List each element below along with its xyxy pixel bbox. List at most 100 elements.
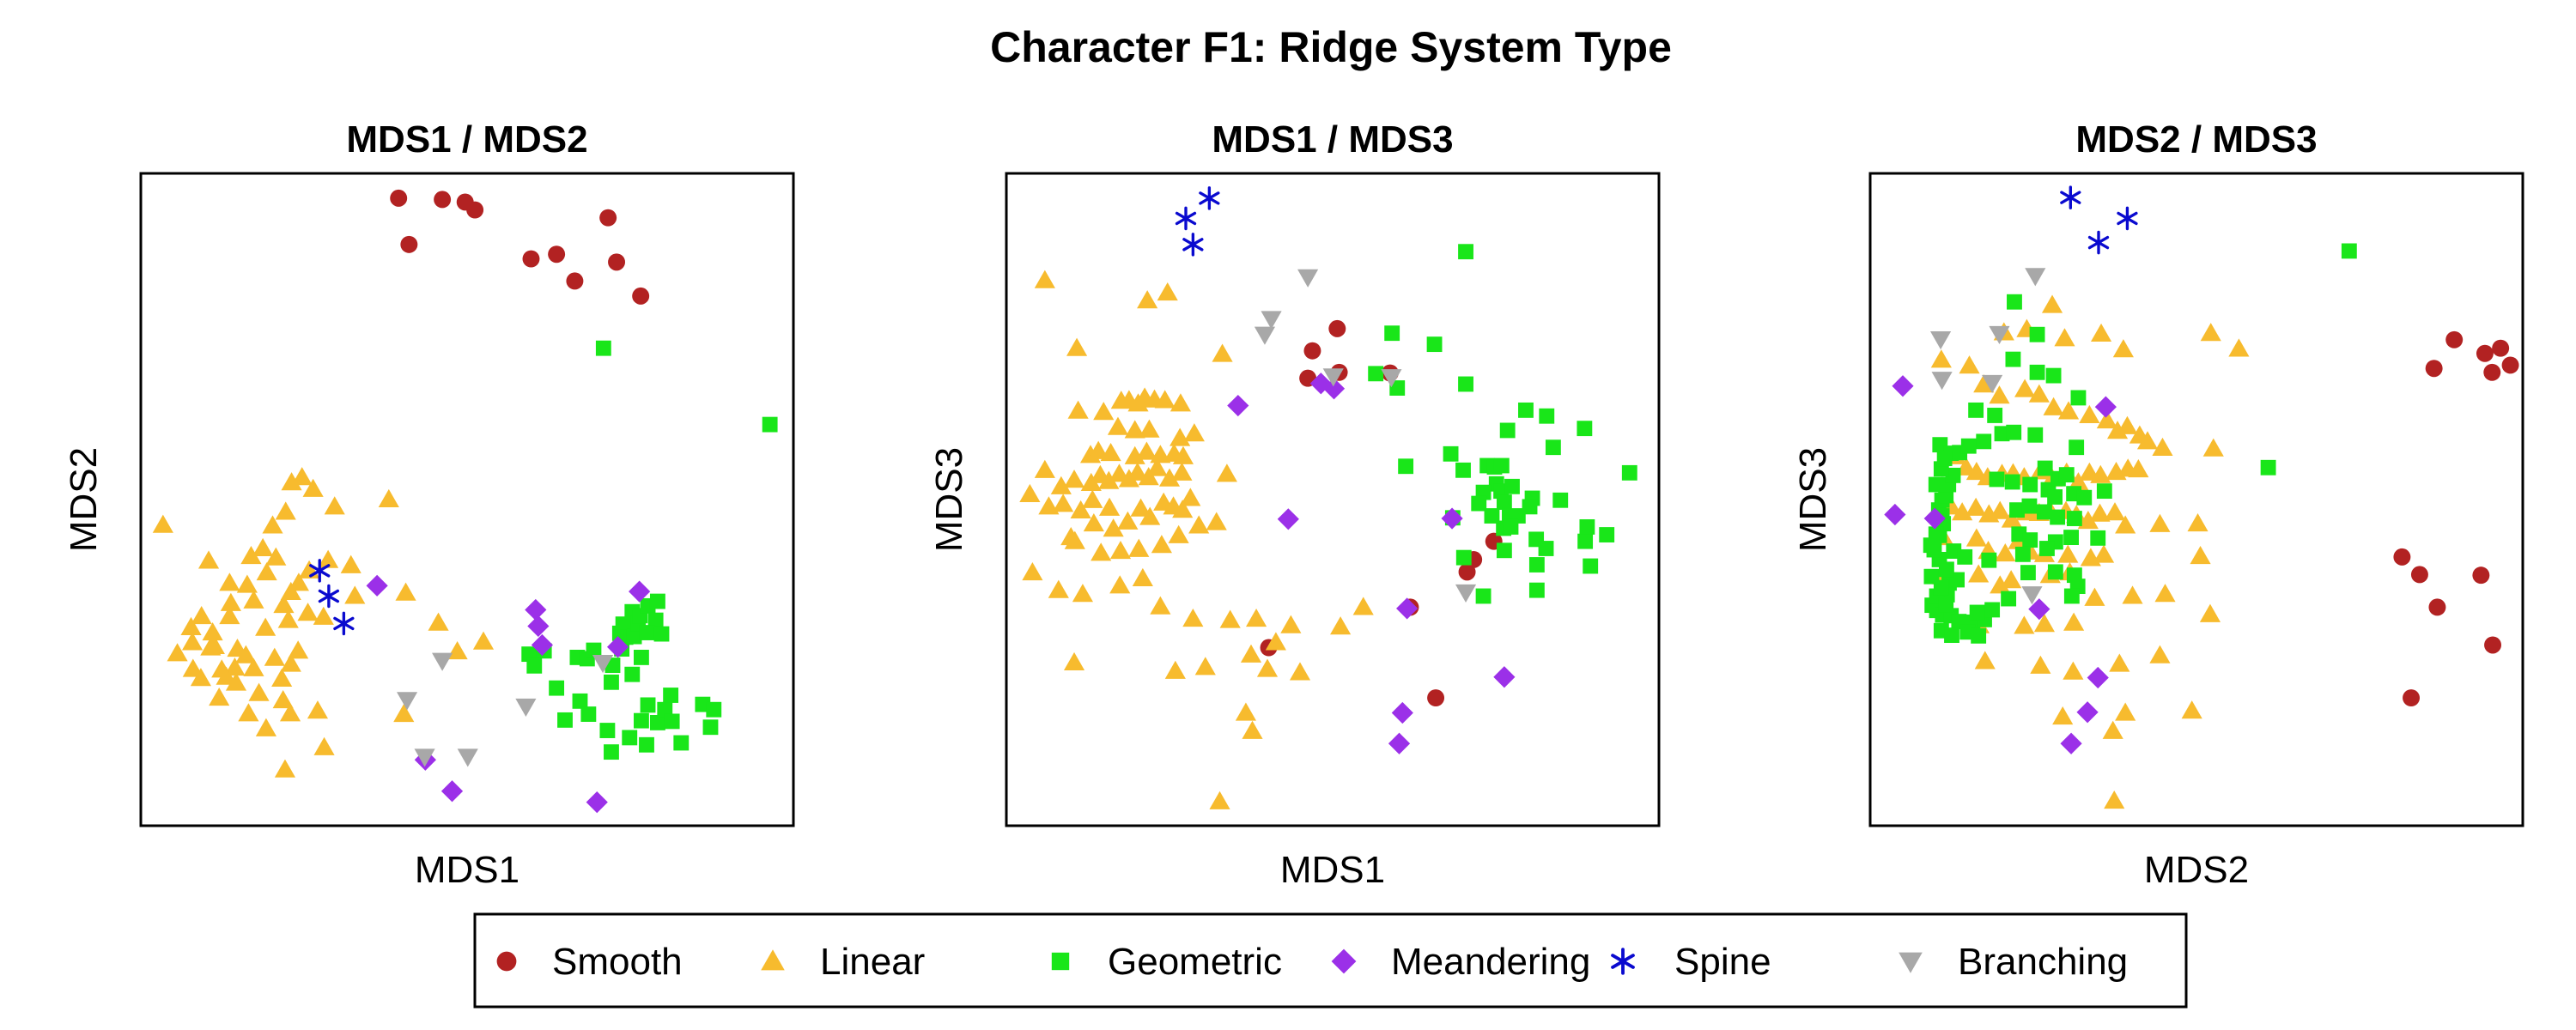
point-linear [1995, 543, 2016, 562]
legend-item-spine: Spine [1611, 941, 1771, 983]
point-linear [2014, 379, 2036, 397]
panel-3-series-geometric [1923, 243, 2357, 644]
point-linear [1063, 651, 1085, 671]
point-linear [280, 581, 301, 600]
point-spine [1182, 233, 1204, 257]
point-geometric [1945, 467, 1961, 483]
point-branching [1930, 330, 1952, 350]
panel-1-series-smooth [390, 189, 650, 305]
point-linear [248, 682, 270, 701]
point-smooth [608, 253, 626, 271]
point-geometric [595, 340, 611, 356]
point-geometric [2027, 427, 2044, 443]
point-linear [277, 609, 299, 628]
point-geometric [580, 706, 597, 722]
point-geometric [1458, 244, 1473, 260]
point-linear [1022, 562, 1043, 581]
point-linear [1180, 488, 1201, 506]
point-linear [219, 605, 240, 625]
point-smooth [2492, 339, 2510, 357]
point-geometric [2037, 460, 2053, 476]
point-linear [1170, 393, 1191, 412]
point-meandering [1884, 503, 1906, 526]
point-linear [1209, 791, 1230, 809]
point-meandering [2094, 396, 2117, 418]
point-linear [428, 612, 449, 631]
legend-item-meandering: Meandering [1331, 941, 1590, 983]
point-linear [1137, 290, 1158, 309]
point-linear [1019, 483, 1041, 502]
legend-marker-linear [761, 949, 785, 971]
point-linear [1990, 575, 2011, 594]
point-linear [1212, 343, 1233, 362]
point-linear [1138, 467, 1159, 486]
point-geometric [1443, 445, 1459, 462]
point-geometric [639, 625, 655, 640]
panel-2-series-spine [1175, 186, 1220, 257]
point-geometric [1471, 495, 1487, 512]
point-smooth [566, 272, 584, 290]
point-linear [1083, 513, 1104, 532]
point-meandering [1391, 701, 1413, 724]
point-meandering [1441, 507, 1463, 530]
point-geometric [2022, 532, 2038, 548]
point-linear [243, 657, 264, 676]
point-linear [1067, 400, 1089, 419]
point-spine [318, 584, 340, 609]
point-linear [1100, 442, 1121, 462]
panel-1: MDS1 / MDS2 MDS1 MDS2 [63, 118, 795, 891]
point-linear [2154, 584, 2176, 603]
point-geometric [1528, 557, 1545, 573]
point-smooth [466, 201, 484, 219]
point-linear [1183, 423, 1205, 442]
point-branching [1297, 269, 1319, 288]
panel-1-y-axis-label: MDS2 [63, 447, 105, 552]
point-linear [1107, 416, 1129, 435]
point-meandering [586, 791, 608, 814]
point-linear [1088, 440, 1109, 459]
point-linear [2117, 415, 2138, 434]
point-spine [309, 559, 331, 583]
point-branching [1261, 311, 1282, 330]
point-geometric [1957, 548, 1973, 565]
point-linear [243, 590, 264, 609]
point-linear [1256, 658, 1279, 677]
point-linear [1070, 500, 1091, 518]
point-geometric [2047, 489, 2063, 505]
point-linear [1955, 457, 1977, 476]
point-smooth [632, 287, 650, 305]
point-linear [2001, 570, 2022, 589]
point-geometric [1938, 597, 1954, 613]
point-geometric [1539, 408, 1555, 424]
point-linear [235, 645, 257, 663]
point-geometric [2005, 351, 2021, 367]
point-geometric [2036, 504, 2052, 520]
point-linear [302, 478, 324, 497]
panel-3-x-axis-label: MDS2 [2144, 849, 2249, 891]
point-geometric [2047, 564, 2063, 580]
point-geometric [1496, 494, 1512, 510]
point-linear [2041, 294, 2063, 313]
point-linear [190, 668, 211, 687]
point-linear [262, 515, 283, 534]
point-linear [1034, 270, 1055, 288]
point-branching [432, 652, 453, 671]
legend-item-branching: Branching [1899, 941, 2128, 983]
point-geometric [633, 712, 649, 729]
point-linear [2202, 438, 2224, 457]
point-linear [2199, 603, 2221, 622]
point-linear [2057, 401, 2080, 420]
point-spine [1175, 206, 1197, 231]
point-linear [1082, 489, 1103, 508]
point-geometric [1923, 568, 1940, 585]
point-geometric [2058, 467, 2075, 483]
point-branching [1381, 369, 1402, 388]
point-linear [180, 616, 202, 636]
point-geometric [1976, 433, 1992, 450]
point-linear [1034, 459, 1055, 478]
point-linear [252, 537, 274, 557]
point-geometric [663, 688, 679, 703]
point-branching [2025, 268, 2046, 287]
point-linear [1182, 609, 1204, 627]
panel-1-series-linear [152, 467, 495, 778]
